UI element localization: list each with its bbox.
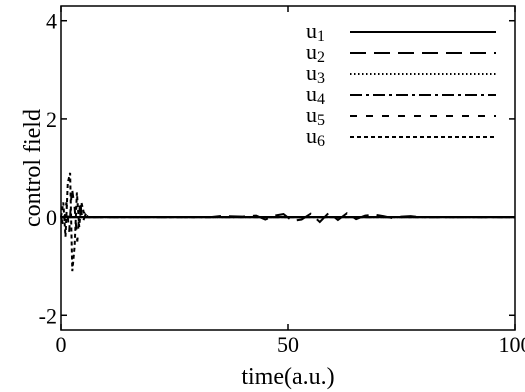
legend-label: u6 bbox=[306, 123, 325, 150]
legend-label: u1 bbox=[306, 18, 325, 45]
x-tick-label: 100 bbox=[499, 332, 525, 357]
series-line-u5 bbox=[60, 187, 515, 242]
y-axis-label: control field bbox=[20, 109, 46, 227]
y-tick-label: 4 bbox=[46, 9, 57, 34]
legend-entry-u3: u3 bbox=[306, 60, 496, 87]
legend-entry-u2: u2 bbox=[306, 39, 496, 66]
legend-label: u4 bbox=[306, 81, 325, 108]
plot-frame bbox=[60, 5, 516, 331]
legend-label: u3 bbox=[306, 60, 325, 87]
y-tick-label: 2 bbox=[46, 107, 57, 132]
legend-entry-u6: u6 bbox=[306, 123, 496, 150]
x-tick-label: 50 bbox=[277, 332, 299, 357]
ticks-layer: 0 50 100 -2 0 2 4 bbox=[39, 6, 525, 357]
x-tick-label: 0 bbox=[56, 332, 67, 357]
x-axis-label: time(a.u.) bbox=[241, 364, 334, 390]
legend-label: u5 bbox=[306, 102, 325, 129]
y-tick-label: 0 bbox=[46, 205, 57, 230]
series-line-u6 bbox=[60, 172, 515, 272]
series-layer bbox=[60, 172, 515, 272]
y-tick-label: -2 bbox=[39, 303, 57, 328]
legend-label: u2 bbox=[306, 39, 325, 66]
legend-entry-u4: u4 bbox=[306, 81, 496, 108]
legend-entry-u5: u5 bbox=[306, 102, 496, 129]
legend-entry-u1: u1 bbox=[306, 18, 496, 45]
